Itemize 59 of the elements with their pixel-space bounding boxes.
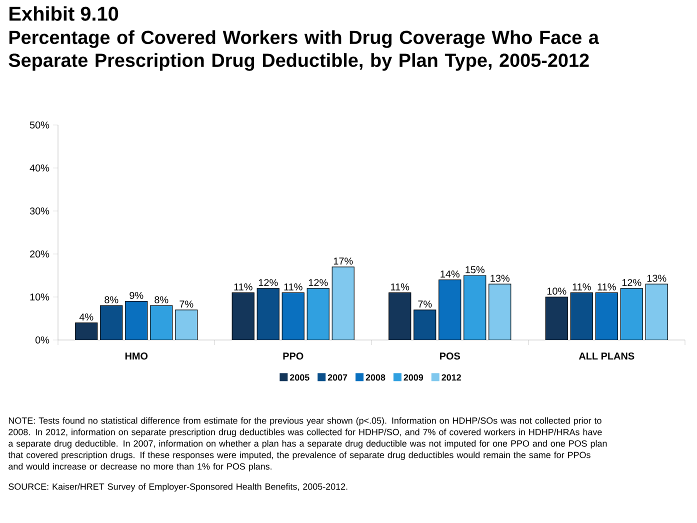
bar — [332, 266, 354, 340]
bar — [75, 322, 98, 340]
y-tick-label: 0% — [35, 336, 50, 344]
chart-title: Exhibit 9.10 — [10, 6, 118, 21]
data-label: 8% — [104, 296, 118, 304]
data-label: 13% — [490, 274, 510, 282]
bar — [595, 292, 618, 340]
bar — [414, 310, 436, 340]
legend-label: 2007 — [328, 374, 348, 381]
bar — [150, 305, 173, 340]
bar — [545, 296, 568, 340]
y-tick-label: 30% — [30, 207, 50, 215]
data-label: 11% — [598, 283, 616, 290]
data-label: 11% — [572, 283, 591, 290]
bar — [570, 292, 593, 340]
bar — [125, 300, 148, 340]
bar — [488, 284, 512, 340]
bar — [388, 292, 412, 340]
legend-label: 2012 — [442, 374, 461, 381]
x-tick-label: HMO — [125, 352, 148, 360]
chart-subtitle: Percentage of Covered Workers with Drug Coverage Who Face a Separate Prescription Drug Deductible, by Plan Type, 2005-2012 — [8, 30, 600, 71]
bar — [100, 305, 123, 340]
bar — [464, 275, 486, 340]
data-label: 10% — [547, 288, 566, 295]
legend-label: 2005 — [290, 374, 310, 381]
bar — [256, 288, 280, 340]
y-tick-label: 50% — [30, 121, 50, 129]
data-label: 12% — [622, 279, 642, 286]
data-label: 17% — [334, 258, 353, 265]
data-label: 11% — [391, 283, 410, 290]
bar — [620, 288, 643, 340]
data-label: 14% — [440, 270, 460, 278]
x-tick-label: ALL PLANS — [578, 352, 634, 360]
x-tick-label: POS — [440, 352, 460, 360]
y-tick-label: 10% — [30, 293, 50, 301]
legend-label: 2008 — [366, 374, 386, 381]
data-label: 12% — [308, 279, 328, 286]
bar — [645, 284, 668, 340]
x-tick-label: PPO — [283, 352, 304, 360]
data-label: 13% — [647, 274, 666, 282]
source-note: SOURCE: Kaiser/HRET Survey of Employer-Sponsored Health Benefits, 2005-2012. — [8, 483, 348, 492]
data-label: 7% — [180, 300, 194, 308]
bar — [306, 288, 330, 340]
data-label: 8% — [154, 296, 168, 304]
y-tick-label: 40% — [30, 164, 50, 172]
data-label: 9% — [130, 292, 144, 299]
data-label: 7% — [418, 300, 432, 308]
y-tick-label: 20% — [30, 250, 50, 258]
bar — [438, 279, 462, 340]
data-label: 12% — [258, 279, 278, 286]
data-label: 11% — [284, 283, 302, 290]
bar — [175, 310, 198, 340]
data-label: 4% — [79, 314, 94, 321]
text: NOTE: Tests found no statistical difference from estimate for the previous year shown (p<.05). Information on HDHP/SOs was not collected prior to 2008. In 2012, information on separate prescription drug deductibles was collected for HDHP/SO, and 7% of covered workers in HDHP/HRAs have a separate drug deductible. In 2007, information on whether a plan has a separate drug deductible was not imputed for one PPO and one POS plan that covered prescription drugs. If these responses were imputed, the prevalence of separate drug deductibles would remain the same for PPOs and would increase or decrease no more than 1% for POS plans. — [8, 417, 607, 472]
bar — [232, 292, 254, 340]
data-label: 15% — [466, 266, 484, 274]
bar — [282, 292, 304, 340]
legend-label: 2009 — [404, 374, 424, 381]
data-label: 11% — [234, 283, 252, 290]
